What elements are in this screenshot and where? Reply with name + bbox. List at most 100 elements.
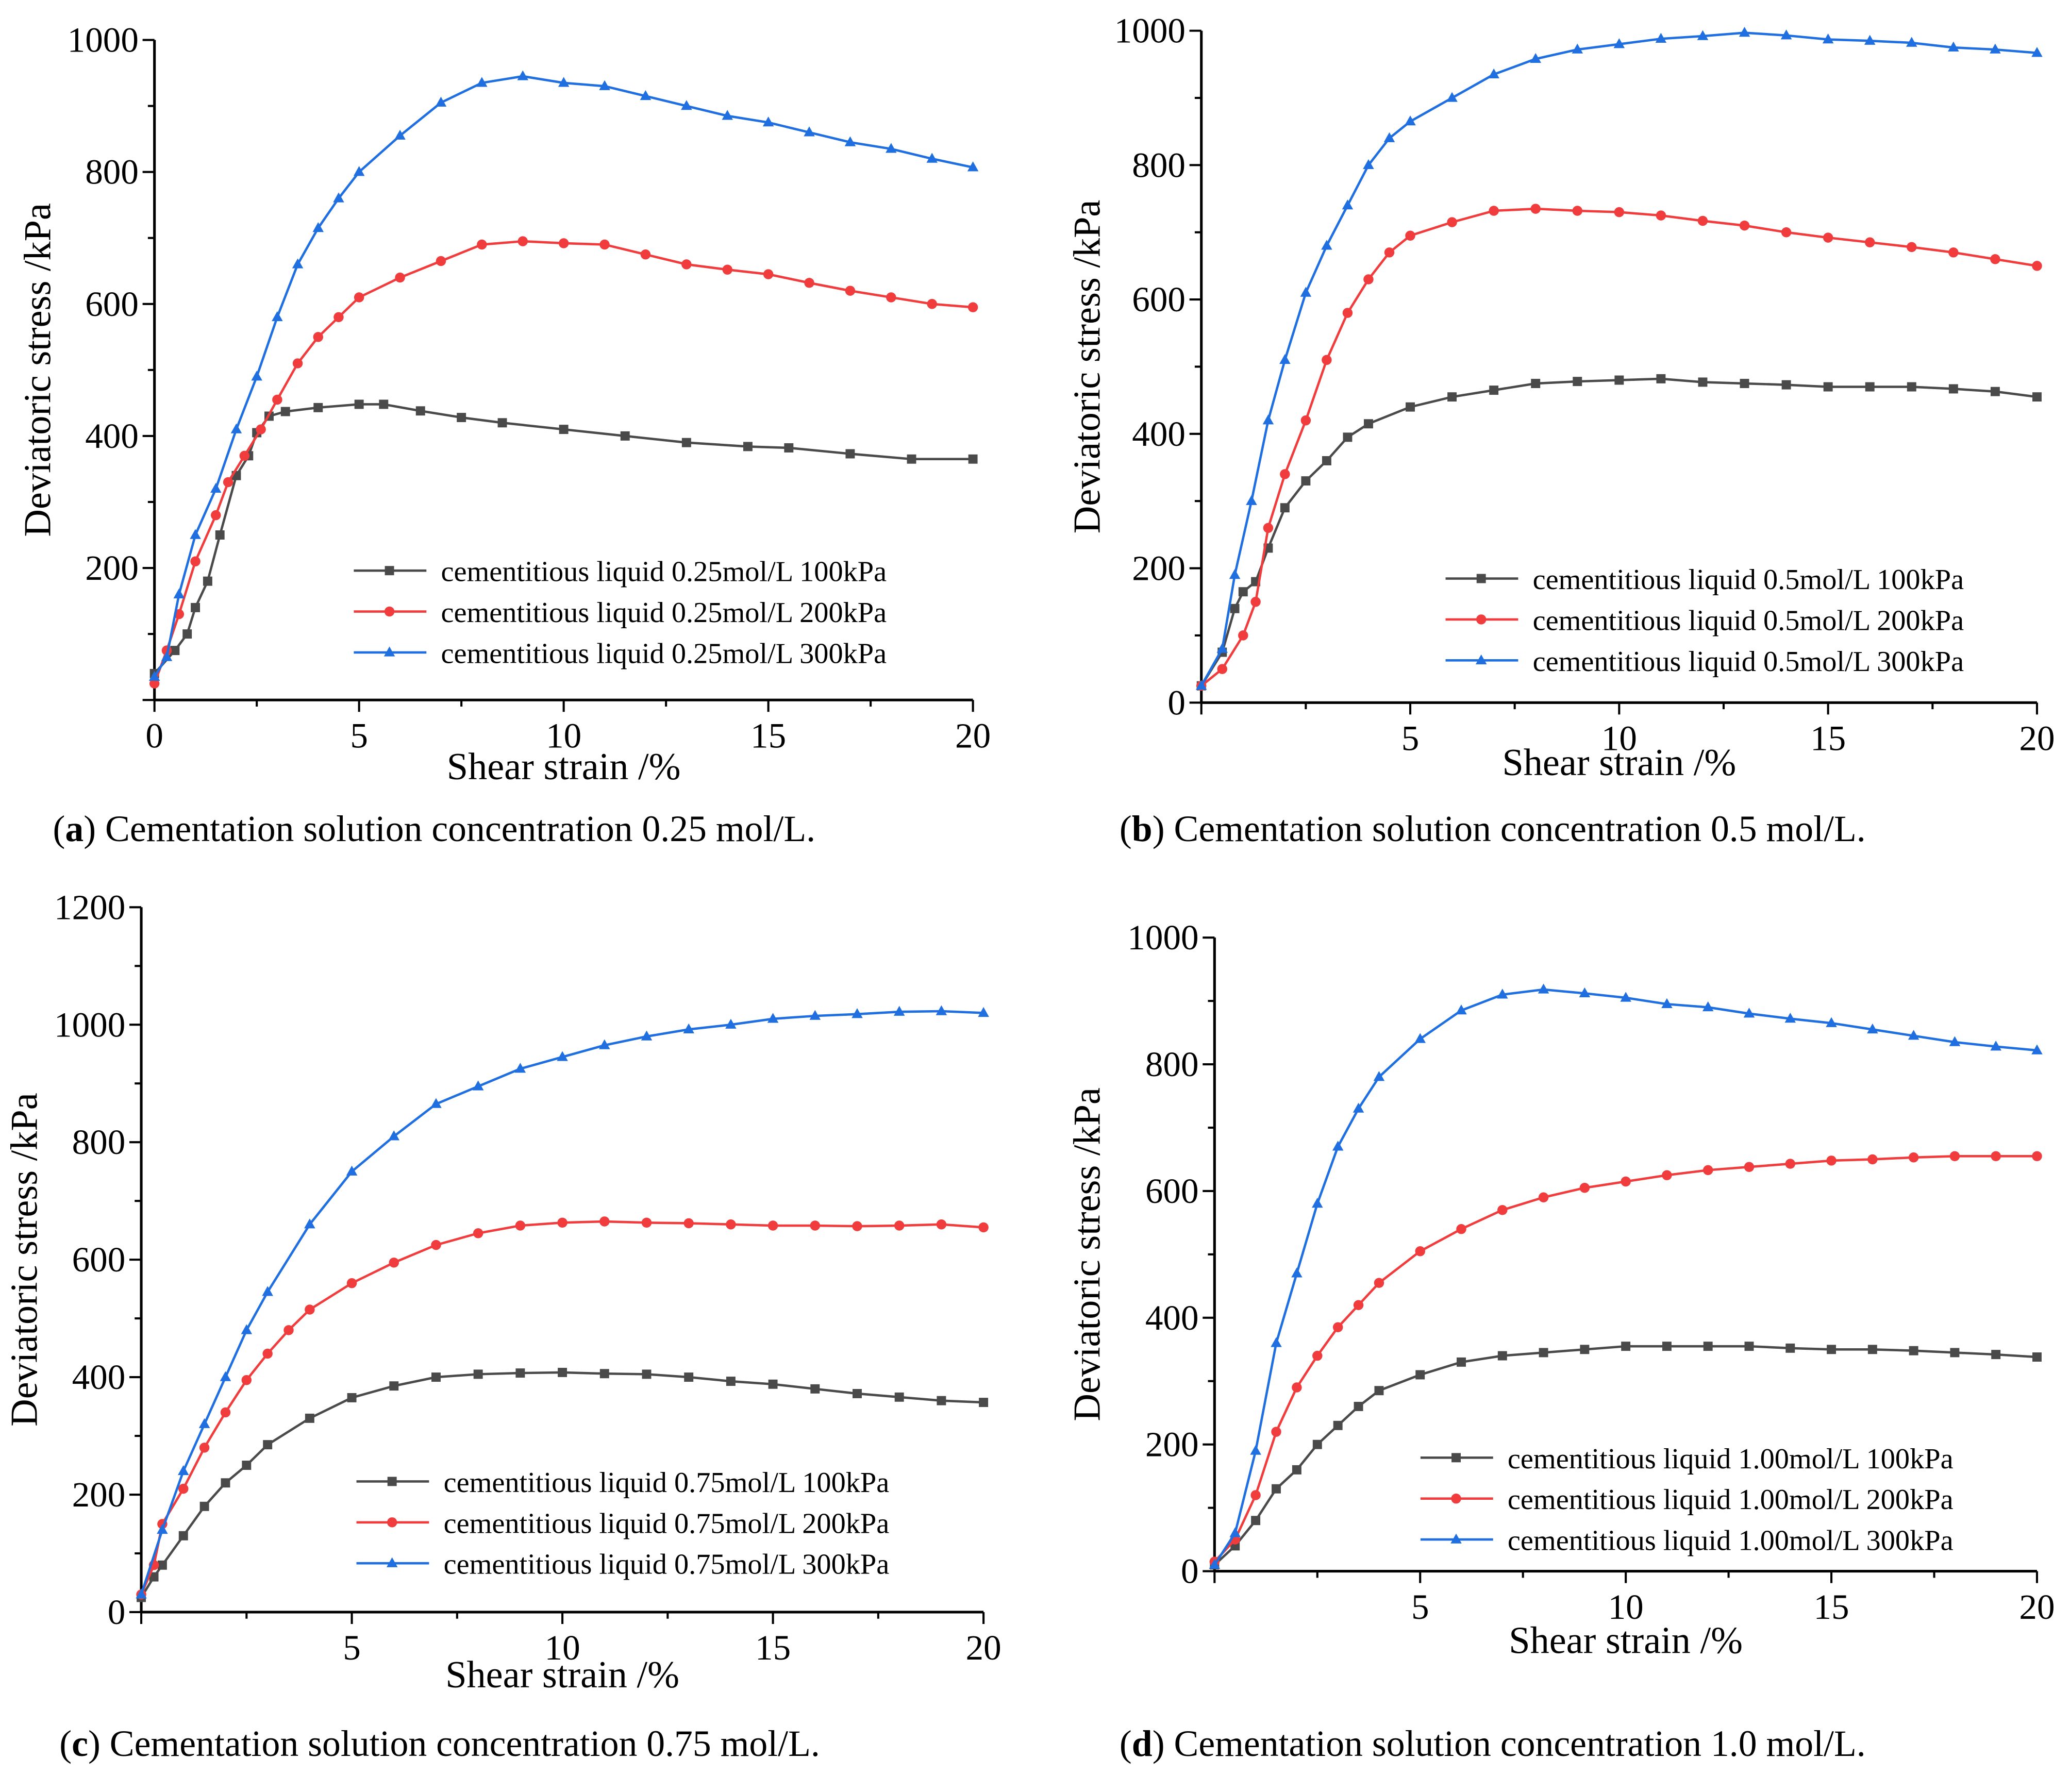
x-tick-label: 15 — [1810, 718, 1846, 758]
data-point — [1333, 1420, 1343, 1430]
data-point — [1702, 1001, 1714, 1012]
data-point — [1405, 115, 1416, 126]
series-square — [149, 399, 978, 678]
data-point — [559, 425, 569, 434]
data-point — [431, 1372, 441, 1382]
y-tick-label: 0 — [1181, 1551, 1199, 1591]
data-point — [1990, 1041, 2001, 1051]
data-point — [722, 264, 732, 275]
data-point — [1613, 38, 1625, 48]
data-point — [1353, 1102, 1364, 1113]
caption-paren-close: ) — [84, 808, 96, 849]
data-point — [681, 438, 691, 447]
data-point — [497, 418, 507, 428]
data-point — [1579, 987, 1591, 998]
data-point — [1621, 1342, 1631, 1351]
data-point — [272, 311, 283, 322]
data-point — [347, 1393, 357, 1402]
x-tick-label: 5 — [343, 1628, 361, 1667]
x-tick-label: 0 — [145, 715, 163, 755]
data-point — [1384, 247, 1395, 258]
data-point — [1785, 1343, 1795, 1353]
data-point — [256, 424, 266, 434]
data-point — [415, 406, 425, 416]
figure-caption: (c) Cementation solution concentration 0… — [59, 1723, 820, 1764]
data-point — [220, 1371, 231, 1381]
data-point — [2032, 392, 2042, 402]
data-point — [313, 403, 323, 412]
data-point — [810, 1384, 820, 1394]
data-point — [1743, 1008, 1755, 1018]
series-triangle — [136, 1005, 989, 1599]
data-point — [1271, 1427, 1281, 1437]
data-point — [514, 1063, 526, 1073]
data-point — [968, 454, 978, 464]
data-point — [1300, 287, 1312, 297]
legend-marker — [386, 1557, 398, 1567]
data-point — [620, 431, 630, 441]
legend-label: cementitious liquid 0.5mol/L 100kPa — [1533, 564, 1964, 596]
data-point — [1312, 1439, 1322, 1449]
data-point — [1489, 386, 1499, 395]
data-point — [681, 259, 692, 270]
data-point — [1250, 1445, 1261, 1455]
series-triangle — [148, 70, 979, 681]
data-point — [280, 407, 290, 416]
legend-marker — [1476, 574, 1486, 583]
data-point — [684, 1372, 694, 1382]
data-point — [1826, 1017, 1837, 1027]
data-point — [210, 482, 222, 493]
data-point — [1332, 1141, 1344, 1151]
y-tick-label: 400 — [72, 1357, 126, 1397]
data-point — [642, 1369, 652, 1379]
data-point — [1949, 1151, 1960, 1162]
data-point — [473, 1228, 483, 1238]
data-point — [177, 1465, 189, 1476]
y-tick-label: 800 — [1145, 1044, 1199, 1084]
data-point — [157, 1523, 168, 1534]
series-line — [153, 240, 973, 684]
data-point — [161, 651, 173, 661]
data-point — [1456, 1224, 1466, 1234]
legend-label: cementitious liquid 0.5mol/L 200kPa — [1533, 605, 1964, 637]
data-point — [1251, 1516, 1261, 1526]
legend-label: cementitious liquid 0.5mol/L 300kPa — [1533, 646, 1964, 678]
data-point — [263, 1440, 273, 1450]
legend-marker — [387, 1477, 397, 1486]
data-point — [1744, 1342, 1754, 1351]
data-point — [1229, 1527, 1241, 1537]
data-point — [262, 1348, 273, 1359]
data-point — [333, 312, 344, 323]
data-point — [157, 1560, 167, 1570]
y-tick-label: 600 — [72, 1240, 126, 1279]
data-point — [515, 1220, 526, 1231]
data-point — [1655, 32, 1667, 43]
data-point — [2032, 1352, 2042, 1362]
data-point — [1948, 384, 1958, 394]
data-point — [1332, 1322, 1343, 1332]
data-point — [1656, 210, 1666, 221]
series-circle — [1209, 1151, 2042, 1567]
data-point — [1614, 375, 1624, 385]
data-point — [1238, 587, 1248, 597]
data-point — [1744, 1162, 1755, 1172]
y-tick-label: 200 — [1145, 1425, 1199, 1464]
data-point — [743, 442, 753, 451]
legend-marker — [1451, 1493, 1461, 1504]
x-tick-label: 20 — [955, 715, 991, 755]
legend-item: cementitious liquid 0.5mol/L 200kPa — [1445, 605, 1964, 637]
y-tick-label: 600 — [85, 284, 139, 324]
data-point — [1867, 1023, 1878, 1034]
data-point — [804, 126, 815, 137]
data-point — [1780, 29, 1792, 40]
data-point — [518, 236, 528, 246]
legend-label: cementitious liquid 1.00mol/L 100kPa — [1508, 1443, 1954, 1475]
data-point — [476, 77, 488, 87]
legend-item: cementitious liquid 1.00mol/L 200kPa — [1420, 1484, 1954, 1516]
data-point — [978, 1007, 989, 1017]
data-point — [1373, 1071, 1385, 1081]
data-point — [1489, 206, 1499, 216]
data-point — [1865, 382, 1875, 392]
data-point — [1948, 41, 1959, 52]
legend-marker — [1476, 614, 1487, 625]
